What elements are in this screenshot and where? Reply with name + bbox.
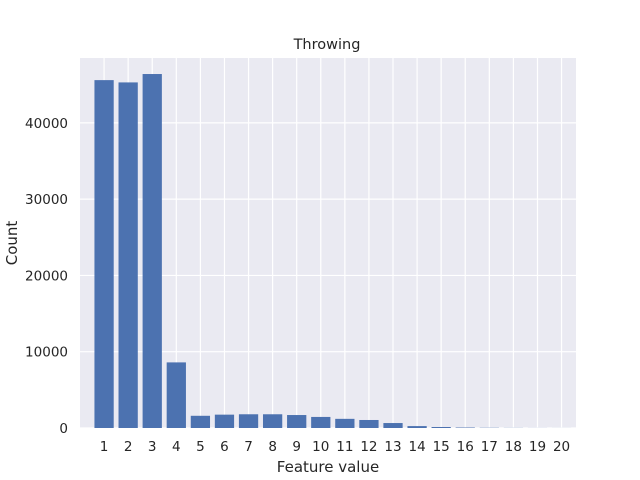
- x-tick-label: 10: [312, 439, 329, 455]
- plot-area: [80, 58, 576, 428]
- y-tick-label: 10000: [25, 345, 68, 361]
- y-tick-label: 40000: [25, 116, 68, 132]
- x-tick-labels: 1 2 3 4 5 6 7 8 9 10 11 12 13 14 15 16 17 18 19 20: [100, 439, 570, 455]
- x-tick-label: 3: [148, 439, 157, 455]
- bar: [311, 416, 331, 428]
- bar: [214, 414, 235, 428]
- y-tick-label: 20000: [25, 268, 68, 284]
- x-tick-label: 9: [292, 439, 301, 455]
- bar: [383, 423, 403, 428]
- x-axis-label: Feature value: [277, 458, 379, 476]
- bar: [407, 426, 427, 428]
- x-tick-label: 2: [124, 439, 133, 455]
- x-tick-label: 4: [172, 439, 181, 455]
- bar: [118, 82, 138, 429]
- bar: [431, 427, 451, 428]
- bar: [359, 419, 379, 428]
- x-tick-label: 19: [529, 439, 546, 455]
- x-tick-label: 15: [433, 439, 450, 455]
- x-tick-label: 20: [553, 439, 570, 455]
- chart-title: Throwing: [293, 37, 361, 53]
- x-tick-label: 18: [505, 439, 522, 455]
- y-tick-label: 0: [59, 421, 68, 437]
- x-tick-label: 1: [100, 439, 109, 455]
- x-tick-label: 13: [384, 439, 401, 455]
- bar: [335, 418, 355, 428]
- x-tick-label: 12: [360, 439, 377, 455]
- bar: [142, 74, 162, 428]
- y-tick-labels: 0 10000 20000 30000 40000: [25, 116, 68, 437]
- x-tick-label: 14: [408, 439, 425, 455]
- x-tick-label: 16: [457, 439, 474, 455]
- x-tick-label: 8: [268, 439, 277, 455]
- bars: [94, 74, 572, 429]
- bar: [238, 414, 259, 428]
- x-tick-label: 5: [196, 439, 205, 455]
- bar: [166, 362, 186, 428]
- bar: [190, 415, 211, 428]
- x-tick-label: 17: [481, 439, 498, 455]
- y-tick-label: 30000: [25, 192, 68, 208]
- x-tick-label: 6: [220, 439, 229, 455]
- x-tick-label: 11: [336, 439, 353, 455]
- bar: [94, 80, 114, 428]
- bar: [262, 414, 283, 428]
- bar: [287, 415, 307, 428]
- y-axis-label: Count: [3, 221, 21, 266]
- x-tick-label: 7: [244, 439, 253, 455]
